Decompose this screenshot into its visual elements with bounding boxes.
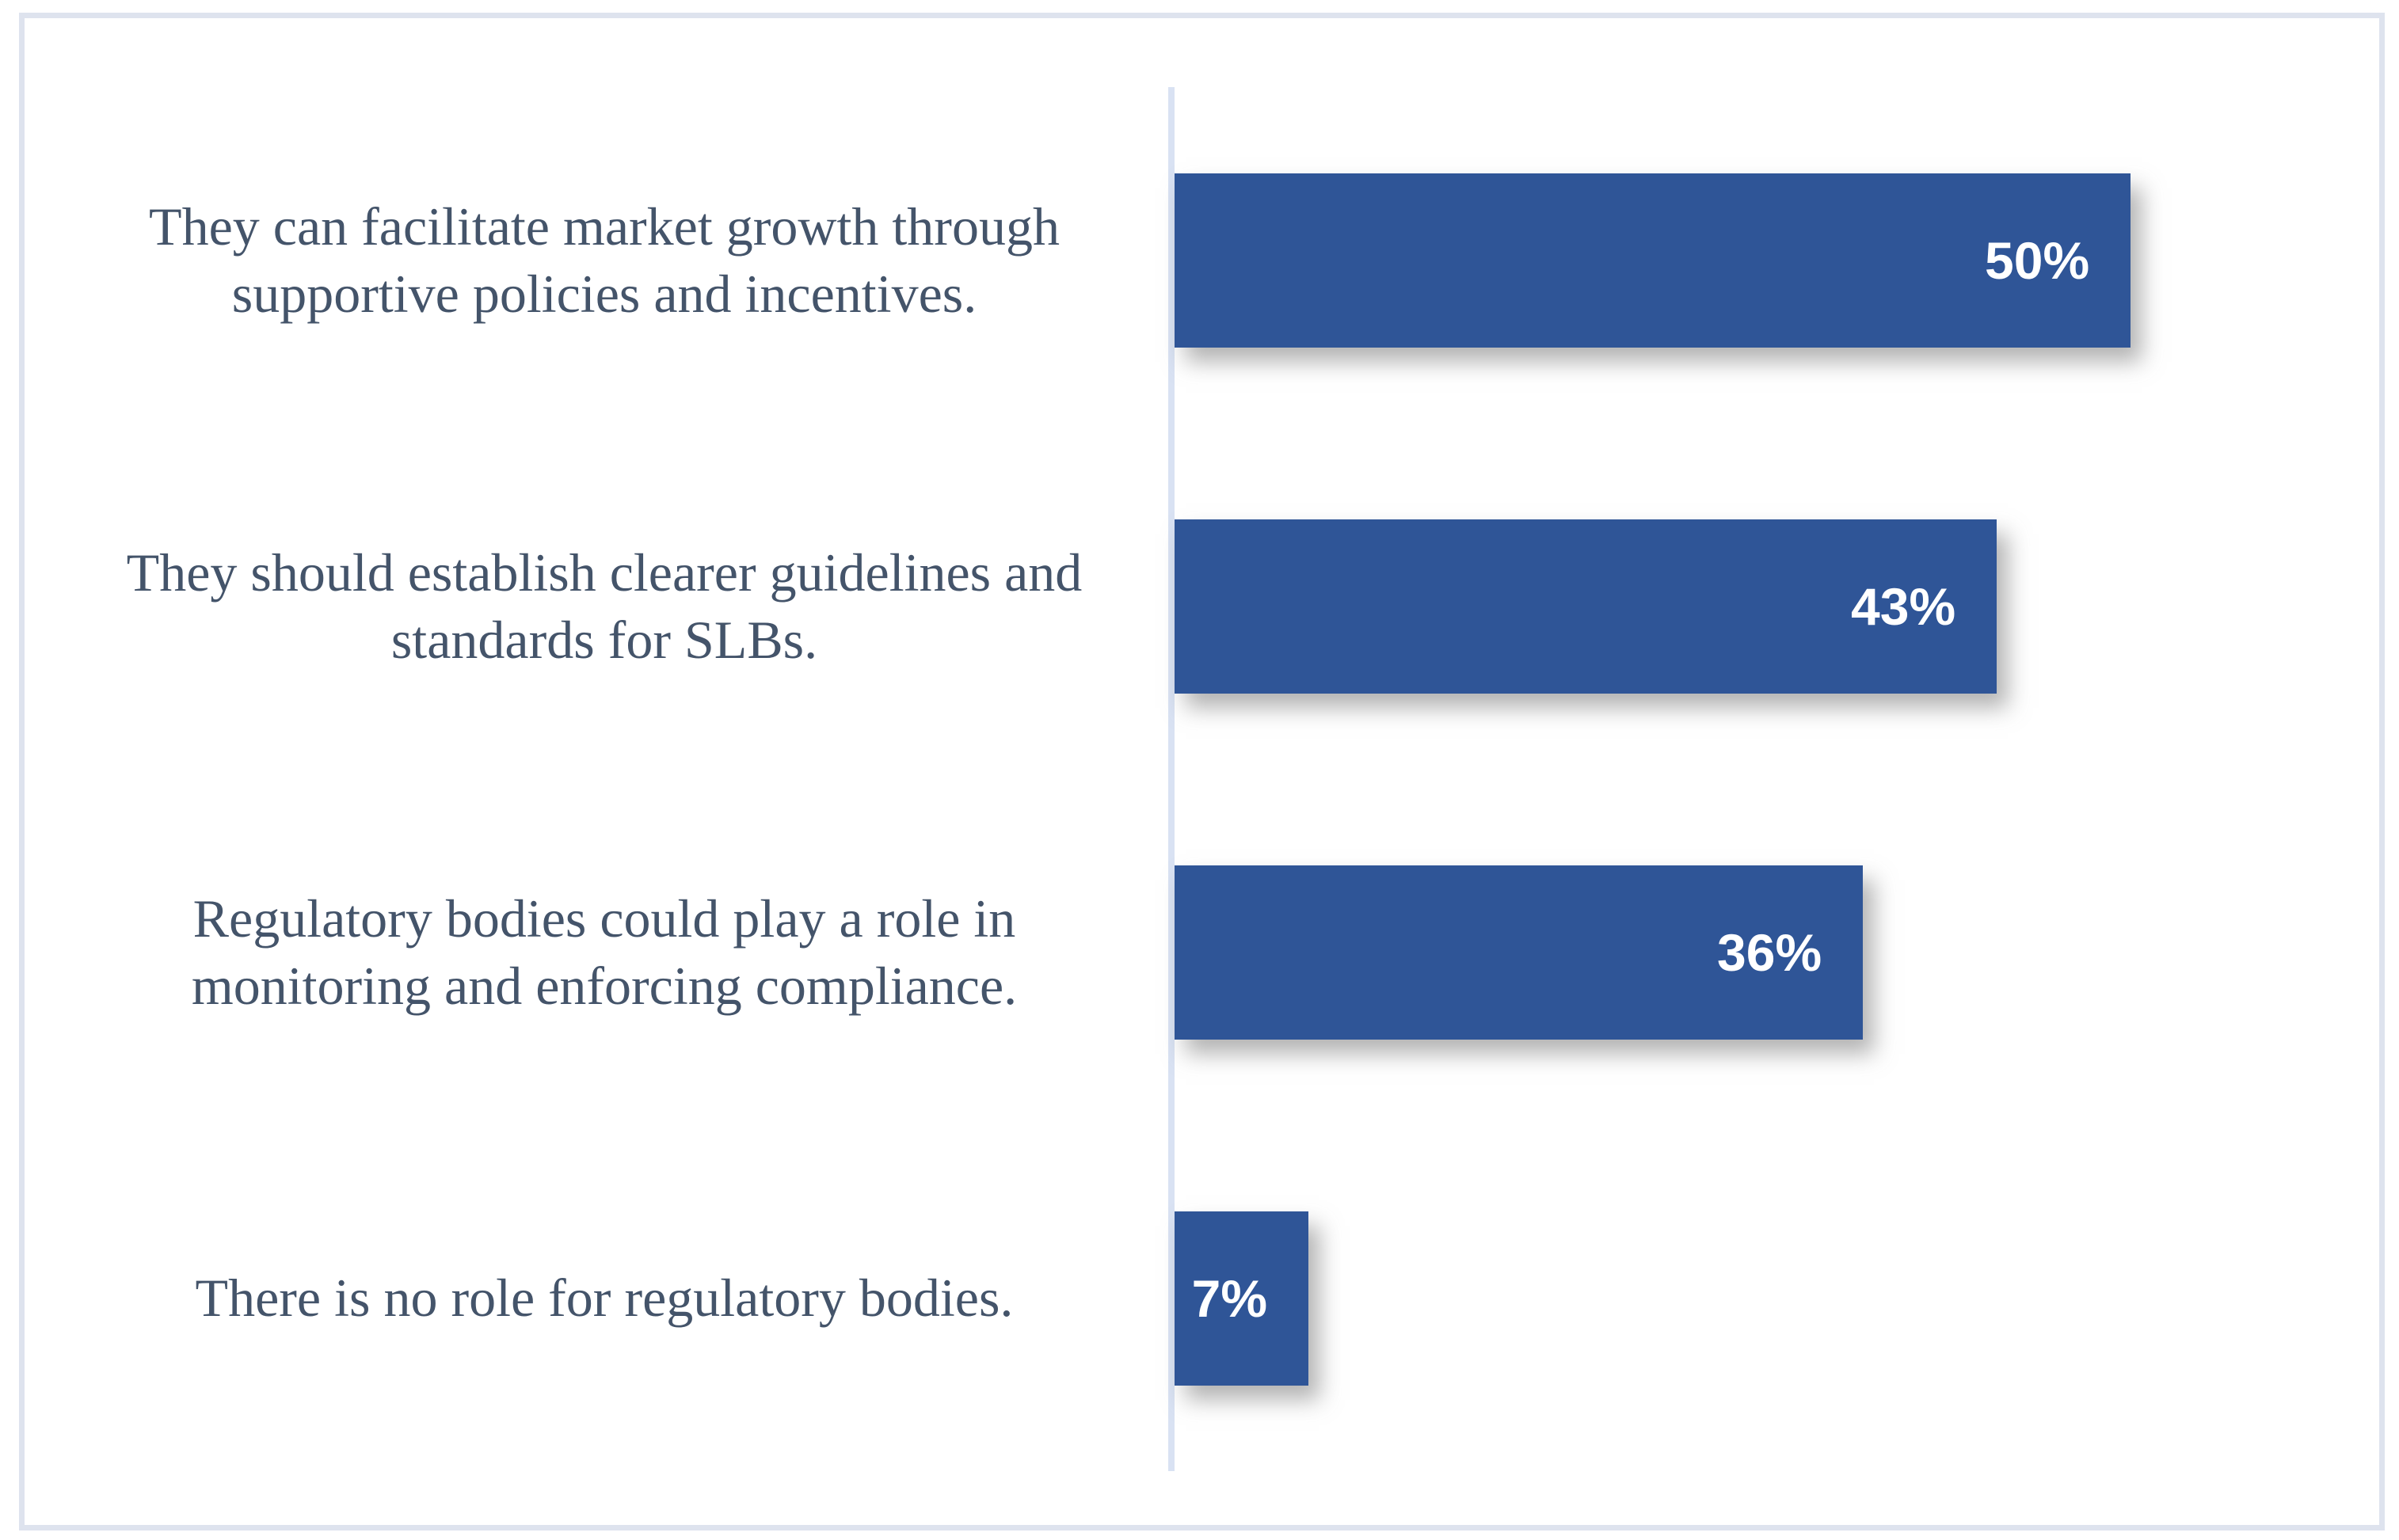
bar-facilitate-market-growth: 50% [1175, 173, 2131, 348]
category-label: There is no role for regulatory bodies. [195, 1268, 1014, 1328]
bar-value-label: 50% [1985, 230, 2090, 290]
bar-value-label: 36% [1717, 922, 1822, 982]
chart-row: They can facilitate market growth throug… [25, 87, 2379, 433]
category-label: Regulatory bodies could play a role in m… [191, 888, 1018, 1016]
chart-frame-border: They can facilitate market growth throug… [19, 13, 2385, 1530]
bar-value-label: 7% [1191, 1268, 1267, 1328]
bar-track: 7% [1168, 1125, 2379, 1471]
bar-value-label: 43% [1851, 576, 1956, 636]
bar-no-role-for-regulatory-bodies: 7% [1175, 1211, 1308, 1386]
category-label: They should establish clearer guidelines… [126, 542, 1083, 670]
chart-row: They should establish clearer guidelines… [25, 433, 2379, 779]
category-label: They can facilitate market growth throug… [149, 196, 1060, 324]
bar-track: 43% [1168, 433, 2379, 779]
bar-establish-clearer-guidelines: 43% [1175, 519, 1997, 694]
chart-row: There is no role for regulatory bodies. … [25, 1125, 2379, 1471]
category-label-cell: They can facilitate market growth throug… [25, 87, 1168, 433]
bar-track: 50% [1168, 87, 2379, 433]
plot-area: They can facilitate market growth throug… [25, 87, 2379, 1471]
category-label-cell: There is no role for regulatory bodies. [25, 1125, 1168, 1471]
chart-row: Regulatory bodies could play a role in m… [25, 779, 2379, 1125]
category-label-cell: Regulatory bodies could play a role in m… [25, 779, 1168, 1125]
bar-track: 36% [1168, 779, 2379, 1125]
bar-monitoring-enforcing-compliance: 36% [1175, 865, 1864, 1040]
category-label-cell: They should establish clearer guidelines… [25, 433, 1168, 779]
